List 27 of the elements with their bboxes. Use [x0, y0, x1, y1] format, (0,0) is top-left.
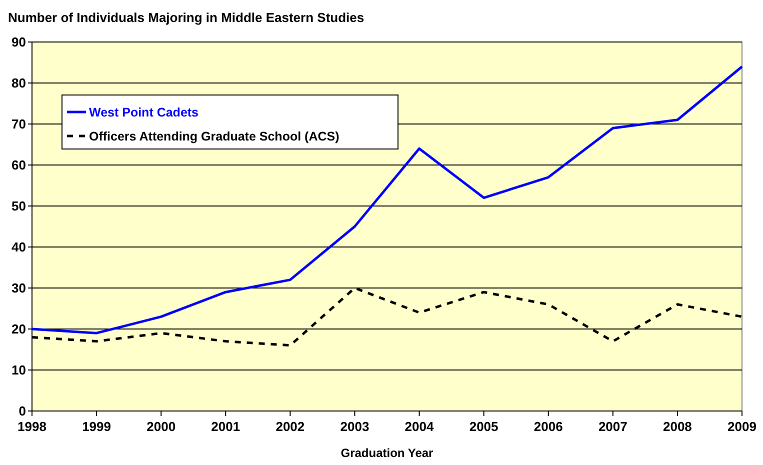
x-tick-label: 2006	[534, 419, 563, 434]
y-tick-label: 50	[12, 198, 26, 214]
x-tick-label: 2009	[728, 419, 756, 434]
line-series	[30, 65, 744, 334]
y-tick-label: 80	[12, 76, 26, 91]
x-tick-label: 2008	[662, 419, 692, 434]
x-tick-label: 1999	[82, 419, 112, 434]
chart-title: Number of Individuals Majoring in Middle Eastern Studies	[8, 10, 364, 25]
x-tick-label: 2004	[404, 419, 434, 434]
x-axis-title: Graduation Year	[340, 446, 434, 460]
y-tick-label: 90	[12, 34, 26, 50]
x-tick-label: 2001	[211, 419, 240, 434]
y-tick-label: 40	[12, 240, 26, 255]
x-tick-label: 2000	[146, 419, 176, 434]
x-tick-label: 2003	[340, 419, 370, 434]
y-tick-label: 0	[18, 404, 26, 419]
legend-label: Officers Attending Graduate School (ACS)	[89, 129, 340, 144]
x-tick-label: 2002	[276, 419, 305, 434]
x-tick-label: 1998	[18, 419, 46, 434]
x-tick-label: 2005	[469, 419, 498, 434]
y-tick-label: 70	[12, 116, 26, 132]
y-tick-label: 60	[12, 158, 26, 173]
y-tick-label: 30	[12, 280, 26, 296]
x-tick-label: 2007	[598, 419, 628, 434]
y-tick-label: 20	[12, 322, 26, 337]
legend-label: West Point Cadets	[89, 105, 199, 120]
y-tick-label: 10	[12, 362, 26, 378]
